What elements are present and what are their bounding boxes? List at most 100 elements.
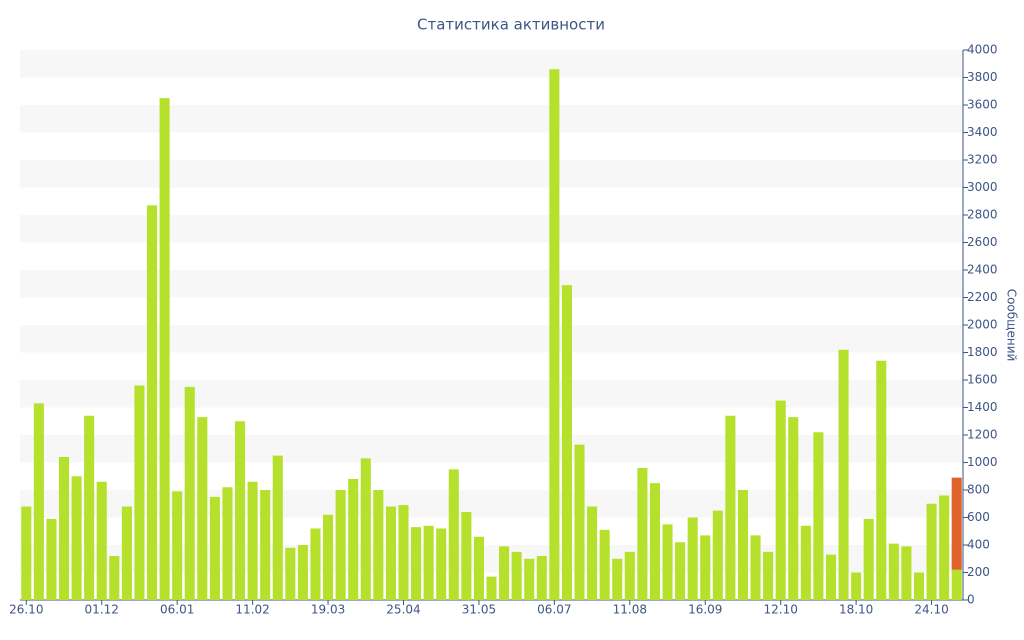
bar — [587, 506, 598, 600]
bar — [825, 554, 837, 600]
bar — [901, 546, 912, 600]
bar — [725, 415, 736, 600]
bar — [197, 417, 208, 600]
y-tick-label: 3600 — [967, 98, 998, 112]
x-tick-label: 06.07 — [537, 603, 571, 617]
bar — [172, 491, 183, 600]
bar — [700, 535, 711, 600]
y-tick-label: 600 — [967, 510, 990, 524]
y-tick-label: 3400 — [967, 125, 998, 139]
y-tick-label: 2800 — [967, 208, 998, 222]
grid-band — [20, 325, 963, 353]
y-tick-label: 3000 — [967, 180, 998, 194]
bar — [851, 572, 862, 600]
bar — [599, 529, 610, 600]
y-axis-label: Сообщений — [1005, 289, 1019, 362]
y-tick-label: 3200 — [967, 153, 998, 167]
x-tick-label: 06.01 — [160, 603, 194, 617]
y-tick-label: 1200 — [967, 428, 998, 442]
bar — [750, 535, 761, 600]
bar — [385, 506, 396, 600]
bar — [612, 558, 623, 600]
bar — [260, 490, 271, 600]
x-tick-label: 31.05 — [462, 603, 496, 617]
bar — [235, 421, 246, 600]
bar — [33, 403, 44, 600]
bar — [813, 432, 824, 600]
bar — [109, 556, 120, 600]
bar — [939, 495, 950, 600]
bar — [788, 417, 799, 600]
bar — [411, 527, 422, 600]
y-tick-label: 3800 — [967, 70, 998, 84]
bar — [775, 400, 786, 600]
bar — [84, 415, 95, 600]
bar — [46, 518, 57, 600]
bar — [951, 477, 962, 570]
bar — [511, 551, 522, 600]
bar — [486, 576, 497, 600]
bar — [913, 572, 925, 600]
bar — [561, 285, 572, 600]
bar — [637, 468, 648, 600]
x-tick-label: 12.10 — [764, 603, 798, 617]
y-tick-label: 2400 — [967, 263, 998, 277]
x-tick-label: 19.03 — [311, 603, 345, 617]
x-tick-label: 18.10 — [839, 603, 873, 617]
bar — [863, 518, 874, 600]
y-tick-label: 1800 — [967, 345, 998, 359]
bar — [21, 506, 32, 600]
grid-band — [20, 435, 963, 463]
bar — [624, 551, 635, 600]
bar — [247, 481, 258, 600]
bar — [524, 558, 535, 600]
grid-band — [20, 270, 963, 298]
bar — [134, 385, 145, 600]
bar — [184, 386, 195, 600]
bar — [423, 525, 434, 600]
bar — [838, 349, 849, 600]
y-tick-label: 400 — [967, 538, 990, 552]
bar — [323, 514, 334, 600]
bar — [272, 455, 283, 600]
bar — [876, 360, 887, 600]
bar — [448, 469, 459, 600]
bar — [574, 444, 585, 600]
y-tick-label: 2200 — [967, 290, 998, 304]
grid-band — [20, 380, 963, 408]
y-tick-label: 1600 — [967, 373, 998, 387]
bar — [549, 69, 560, 600]
x-tick-label: 11.02 — [235, 603, 269, 617]
bar — [499, 546, 510, 600]
y-tick-label: 0 — [967, 593, 975, 607]
bar — [662, 524, 673, 600]
y-tick-label: 4000 — [967, 43, 998, 57]
x-tick-label: 16.09 — [688, 603, 722, 617]
bar — [297, 545, 308, 600]
bar — [712, 510, 723, 600]
bar — [310, 528, 321, 600]
bar — [461, 512, 472, 600]
bar — [536, 556, 547, 600]
bar — [348, 479, 359, 600]
bar — [951, 569, 962, 600]
y-tick-label: 200 — [967, 565, 990, 579]
chart-title: Статистика активности — [417, 16, 605, 34]
y-tick-label: 800 — [967, 483, 990, 497]
bar — [360, 458, 371, 600]
x-tick-label: 01.12 — [85, 603, 119, 617]
bar — [71, 476, 82, 600]
bar — [737, 490, 748, 600]
bar — [763, 551, 774, 600]
y-tick-label: 2000 — [967, 318, 998, 332]
bar — [800, 525, 811, 600]
bar — [222, 487, 233, 600]
x-tick-label: 26.10 — [9, 603, 43, 617]
bar — [926, 503, 937, 600]
bar — [675, 542, 686, 600]
bar — [121, 506, 132, 600]
bar — [159, 98, 170, 600]
grid-band — [20, 160, 963, 188]
x-tick-label: 25.04 — [386, 603, 420, 617]
bar — [209, 496, 220, 600]
